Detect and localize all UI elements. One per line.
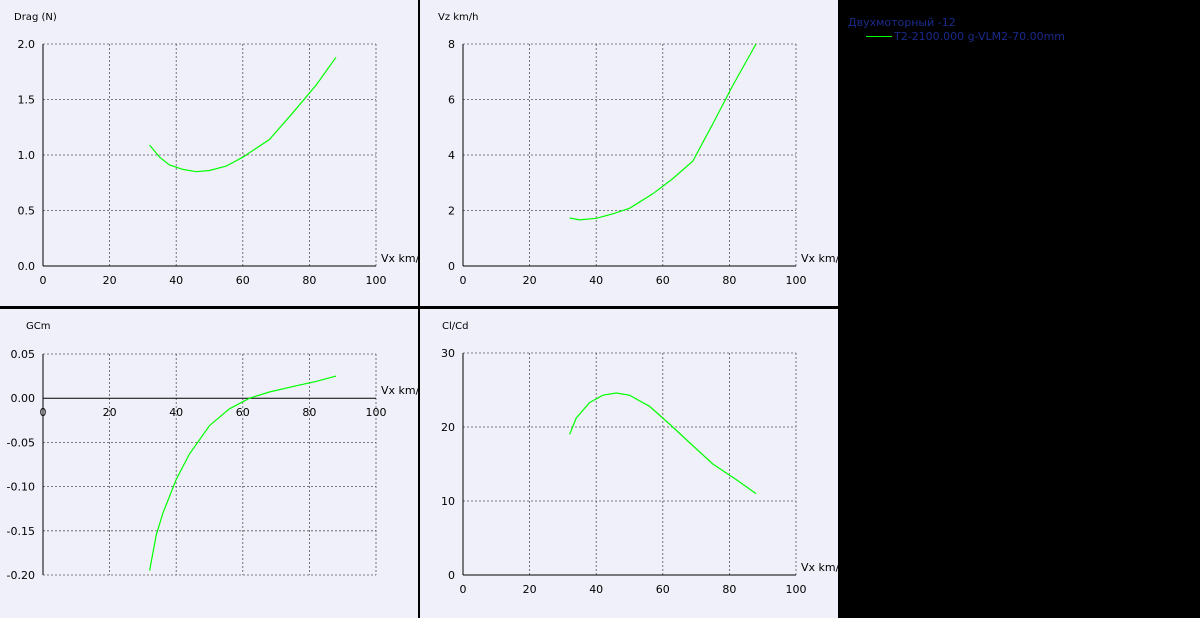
y-tick-label: -0.05	[7, 436, 35, 449]
series-line	[149, 56, 337, 173]
x-tick-label: 20	[103, 406, 117, 419]
y-tick-label: 0.05	[11, 348, 36, 361]
x-tick-label: 40	[589, 274, 603, 287]
x-axis-label: Vx km/	[381, 384, 418, 397]
x-tick-label: 60	[236, 274, 250, 287]
legend-title: Двухмоторный -12	[848, 16, 956, 29]
y-tick-label: 0.0	[18, 260, 36, 273]
y-tick-label: 20	[441, 421, 455, 434]
x-tick-label: 100	[786, 583, 807, 596]
y-tick-label: 0	[448, 260, 455, 273]
legend-series-label: T2-2100.000 g-VLM2-70.00mm	[894, 30, 1066, 43]
x-tick-label: 60	[656, 583, 670, 596]
x-tick-label: 100	[366, 274, 387, 287]
y-axis-label: GCm	[26, 321, 50, 332]
drag-chart: 0.0 0.5 1.0 1.5 2.0 0 20 40 60 80 100 Drag (N) Vx km…	[14, 12, 418, 287]
y-axis-label: Drag (N)	[14, 12, 57, 23]
clcd-chart: 0 10 20 30 0 20 40 60 80 100 Cl/Cd Vx km/	[441, 321, 838, 596]
x-axis-label: Vx km/	[801, 252, 838, 265]
x-tick-label: 20	[103, 274, 117, 287]
x-tick-label: 40	[169, 406, 183, 419]
y-tick-label: -0.10	[7, 481, 35, 494]
legend: Двухмоторный -12 T2-2100.000 g-VLM2-70.0…	[848, 16, 1188, 56]
x-tick-label: 0	[40, 274, 47, 287]
x-tick-label: 20	[523, 274, 537, 287]
y-tick-label: 0.5	[18, 205, 36, 218]
drag-chart-panel[interactable]: 0.0 0.5 1.0 1.5 2.0 0 20 40 60 80 100 Drag (N) Vx km…	[0, 0, 418, 306]
y-tick-label: 2.0	[18, 38, 36, 51]
y-tick-label: 4	[448, 149, 455, 162]
gcm-chart-panel[interactable]: 0.05 0.00 -0.05 -0.10 -0.15 -0.20 0 20 40 60 80 100…	[0, 309, 418, 618]
y-tick-label: 30	[441, 347, 455, 360]
x-tick-label: 80	[722, 583, 736, 596]
series-line	[149, 375, 337, 571]
x-axis-label: Vx km/	[801, 561, 838, 574]
y-axis-label: Cl/Cd	[442, 321, 468, 332]
y-tick-label: 6	[448, 94, 455, 107]
series-line	[569, 392, 757, 495]
y-tick-label: 2	[448, 205, 455, 218]
x-tick-label: 80	[722, 274, 736, 287]
y-tick-label: 10	[441, 495, 455, 508]
x-tick-label: 0	[40, 406, 47, 419]
y-tick-label: -0.20	[7, 569, 35, 582]
y-tick-label: 0.00	[11, 392, 36, 405]
x-tick-label: 100	[786, 274, 807, 287]
x-tick-label: 60	[236, 406, 250, 419]
y-tick-label: 1.0	[18, 149, 36, 162]
x-tick-label: 0	[460, 274, 467, 287]
vz-chart-panel[interactable]: 0 2 4 6 8 0 20 40 60 80 100 Vz km/h Vx km/	[420, 0, 838, 306]
x-tick-label: 60	[656, 274, 670, 287]
y-tick-label: 0	[448, 569, 455, 582]
x-tick-label: 80	[302, 274, 316, 287]
clcd-chart-panel[interactable]: 0 10 20 30 0 20 40 60 80 100 Cl/Cd Vx km/	[420, 309, 838, 618]
x-tick-label: 80	[302, 406, 316, 419]
gcm-chart: 0.05 0.00 -0.05 -0.10 -0.15 -0.20 0 20 40 60 80 100…	[7, 321, 418, 582]
x-tick-label: 40	[169, 274, 183, 287]
y-tick-label: 8	[448, 38, 455, 51]
series-line	[569, 43, 757, 221]
x-tick-label: 20	[523, 583, 537, 596]
y-axis-label: Vz km/h	[438, 12, 479, 23]
x-tick-label: 0	[460, 583, 467, 596]
x-tick-label: 100	[366, 406, 387, 419]
x-axis-label: Vx km/	[381, 252, 418, 265]
y-tick-label: 1.5	[18, 94, 36, 107]
legend-series-swatch	[866, 36, 892, 37]
x-tick-label: 40	[589, 583, 603, 596]
y-tick-label: -0.15	[7, 525, 35, 538]
